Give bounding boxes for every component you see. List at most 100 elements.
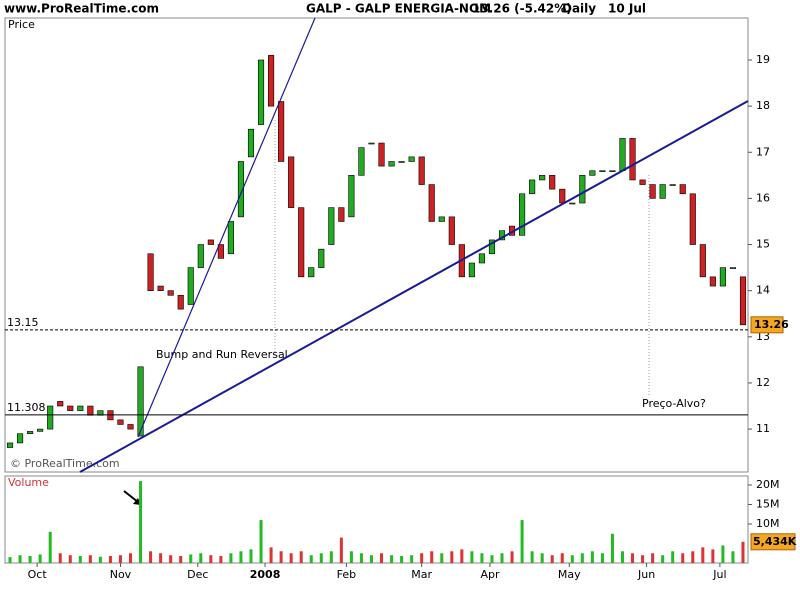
level-label: 13.15 <box>7 316 39 329</box>
y-tick-label: 11 <box>756 422 770 435</box>
candle-body <box>368 142 375 145</box>
x-tick-label: 2008 <box>250 568 281 581</box>
volume-bar <box>209 555 213 563</box>
candle-body <box>629 138 636 181</box>
volume-bar <box>349 551 353 563</box>
volume-bar <box>159 553 163 563</box>
symbol: GALP - GALP ENERGIA-NOM <box>306 2 491 16</box>
candle-body <box>408 156 415 162</box>
volume-panel <box>4 475 749 564</box>
volume-bar <box>8 557 12 563</box>
candle-body <box>599 170 606 173</box>
candle-body <box>529 179 536 195</box>
volume-bar <box>68 555 72 563</box>
volume-bar <box>430 551 434 563</box>
candle-body <box>689 193 696 245</box>
level-label: 11.308 <box>7 401 46 414</box>
volume-bar <box>530 551 534 563</box>
candle-body <box>6 442 14 448</box>
candle-body <box>478 253 485 264</box>
candle-body <box>639 179 646 185</box>
volume-bar <box>600 553 604 563</box>
annotation: Preço-Alvo? <box>642 397 706 410</box>
candle-body <box>37 428 44 432</box>
candle-body <box>187 267 194 305</box>
volume-label-box <box>750 533 796 551</box>
y-tick-label: 20M <box>756 478 780 491</box>
volume-bar <box>129 553 133 563</box>
candle-body <box>117 419 124 425</box>
volume-bar <box>309 555 313 563</box>
candle-body <box>127 424 134 430</box>
volume-bar <box>470 551 474 563</box>
candle-body <box>348 175 355 218</box>
volume-bar <box>631 553 635 563</box>
candle-body <box>27 431 34 435</box>
annotation: Bump and Run Reversal <box>156 348 288 361</box>
candle-body <box>298 207 305 278</box>
y-tick-label: 19 <box>756 53 770 66</box>
volume-bar <box>691 551 695 563</box>
period: Daily <box>562 2 596 16</box>
volume-bar <box>289 553 293 563</box>
volume-bar <box>229 553 233 563</box>
volume-bar <box>661 555 665 563</box>
volume-bar <box>18 555 22 563</box>
candle-body <box>257 59 265 125</box>
volume-bar <box>610 533 614 563</box>
volume-bar <box>550 555 554 563</box>
x-tick-label: Nov <box>110 568 132 581</box>
volume-bar <box>299 551 303 563</box>
volume-bar <box>329 551 333 563</box>
candle-body <box>589 170 596 176</box>
candle-body <box>398 161 405 163</box>
volume-bar <box>28 555 32 563</box>
volume-bar <box>721 545 725 563</box>
candle-body <box>237 161 245 218</box>
volume-bar <box>590 551 594 563</box>
candle-body <box>227 221 234 255</box>
volume-bar <box>641 555 645 563</box>
date: 10 Jul <box>608 2 646 16</box>
candle-body <box>428 184 435 222</box>
candle-body <box>659 184 666 199</box>
candle-body <box>739 276 747 326</box>
candle-body <box>308 267 315 278</box>
volume-bar <box>701 547 705 563</box>
volume-bar <box>58 553 62 563</box>
candle-body <box>318 248 325 268</box>
last-price: 13.26 <box>754 318 789 331</box>
candle-body <box>358 147 365 176</box>
candle-body <box>87 405 94 416</box>
volume-bar <box>108 555 112 563</box>
volume-bar <box>279 551 283 563</box>
volume-bar <box>510 551 514 563</box>
candle-body <box>217 244 224 259</box>
volume-bar <box>500 553 504 563</box>
volume-bar <box>711 549 715 563</box>
candle-body <box>418 156 425 185</box>
candle-body <box>177 294 184 310</box>
volume-bar <box>98 556 102 563</box>
candle-body <box>147 253 154 291</box>
candle-body <box>519 193 526 236</box>
volume-bar <box>359 553 363 563</box>
candle-body <box>137 366 144 437</box>
candle-body <box>388 161 395 167</box>
y-tick-label: 14 <box>756 284 770 297</box>
volume-bar <box>249 549 253 563</box>
volume-bar <box>78 555 82 563</box>
candle-body <box>569 202 576 205</box>
site: www.ProRealTime.com <box>4 2 159 16</box>
x-tick-label: Oct <box>28 568 48 581</box>
arrow-head <box>133 498 141 505</box>
candle-body <box>559 188 566 204</box>
x-tick-label: Apr <box>480 568 500 581</box>
volume-bar <box>400 555 404 563</box>
x-tick-label: Jul <box>712 568 726 581</box>
candle-body <box>77 405 84 411</box>
y-tick-label: 16 <box>756 191 770 204</box>
